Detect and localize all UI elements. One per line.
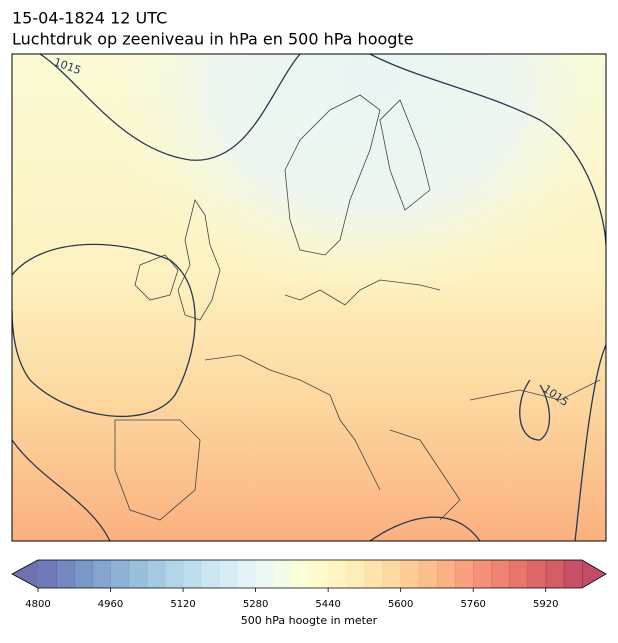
colorbar-tick-label: 5600 bbox=[388, 599, 413, 610]
colorbar-band bbox=[418, 560, 438, 588]
colorbar-extend-high bbox=[582, 560, 606, 588]
colorbar-band bbox=[183, 560, 202, 588]
colorbar-tick-label: 5760 bbox=[460, 599, 485, 610]
colorbar-tick-label: 4960 bbox=[98, 599, 123, 610]
colorbar-tick-label: 5440 bbox=[315, 599, 340, 610]
isobars bbox=[12, 54, 606, 541]
subtitle: Luchtdruk op zeeniveau in hPa en 500 hPa… bbox=[12, 30, 414, 49]
colorbar-band bbox=[237, 560, 257, 588]
colorbar-band bbox=[56, 560, 75, 588]
colorbar-tick-label: 5920 bbox=[533, 599, 558, 610]
colorbar-label: 500 hPa hoogte in meter bbox=[241, 614, 378, 627]
colorbar-band bbox=[291, 560, 311, 588]
colorbar-band bbox=[491, 560, 510, 588]
colorbar-band bbox=[527, 560, 547, 588]
colorbar-band bbox=[273, 560, 293, 588]
height-field-low bbox=[12, 54, 606, 541]
colorbar-tick-label: 4800 bbox=[25, 599, 50, 610]
colorbar-band bbox=[74, 560, 93, 588]
map-frame bbox=[11, 53, 607, 542]
title: 15-04-1824 12 UTC bbox=[12, 9, 167, 28]
colorbar-band bbox=[400, 560, 420, 588]
colorbar-band bbox=[110, 560, 130, 588]
colorbar-band bbox=[38, 560, 57, 588]
map bbox=[12, 54, 606, 541]
colorbar-band bbox=[164, 560, 184, 588]
colorbar: 4800 4960 5120 5280 5440 5600 5760 5920 bbox=[11, 559, 607, 610]
colorbar-band bbox=[255, 560, 275, 588]
colorbar-tick-label: 5120 bbox=[170, 599, 195, 610]
colorbar-band bbox=[201, 560, 220, 588]
colorbar-band bbox=[509, 560, 529, 588]
colorbar-band bbox=[563, 560, 583, 588]
colorbar-extend-low bbox=[12, 560, 38, 588]
colorbar-band bbox=[382, 560, 402, 588]
colorbar-band bbox=[436, 560, 456, 588]
colorbar-tick-label: 5280 bbox=[243, 599, 268, 610]
colorbar-band bbox=[219, 560, 238, 588]
colorbar-band bbox=[92, 560, 112, 588]
colorbar-band bbox=[364, 560, 384, 588]
colorbar-band bbox=[328, 560, 347, 588]
colorbar-band bbox=[346, 560, 365, 588]
colorbar-band bbox=[128, 560, 148, 588]
coastlines bbox=[114, 94, 601, 521]
colorbar-band bbox=[473, 560, 492, 588]
colorbar-band bbox=[455, 560, 474, 588]
colorbar-band bbox=[310, 560, 329, 588]
colorbar-band bbox=[545, 560, 565, 588]
colorbar-band bbox=[146, 560, 166, 588]
colorbar-outline bbox=[11, 559, 607, 589]
